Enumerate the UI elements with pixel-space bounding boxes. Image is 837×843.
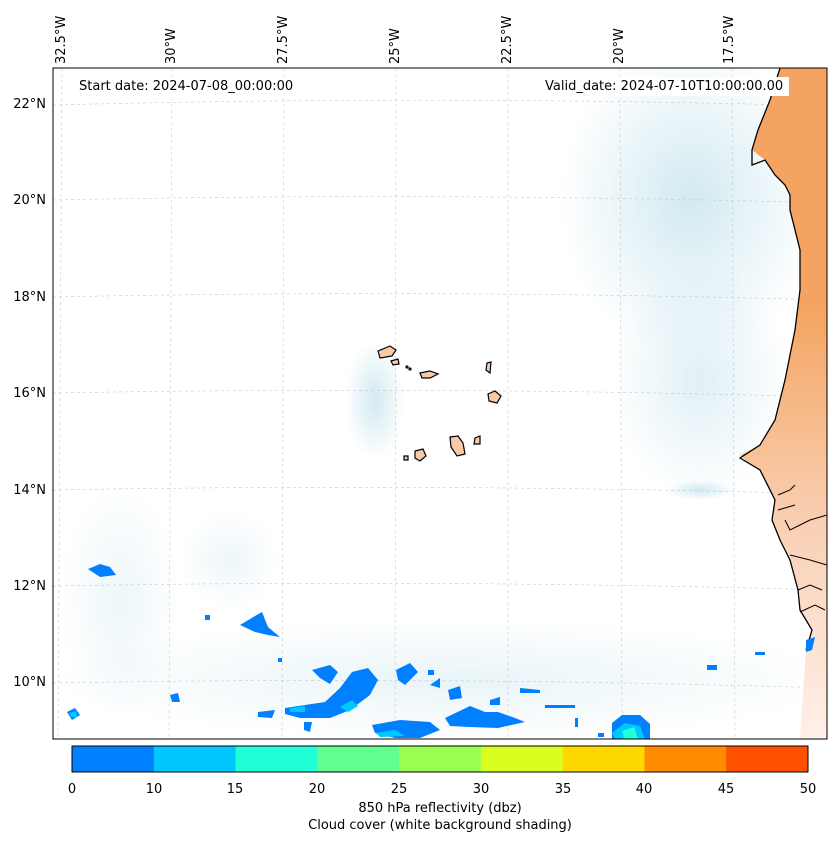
colorbar-label: 850 hPa reflectivity (dbz): [358, 801, 522, 816]
lat-label: 22°N: [13, 97, 46, 112]
colorbar-tick: 40: [635, 782, 653, 797]
colorbar-tick: 35: [554, 782, 572, 797]
lon-label: 27.5°W: [276, 15, 291, 64]
gridlines: [53, 68, 827, 739]
map-frame: [52, 67, 828, 740]
colorbar-segment: [317, 746, 400, 772]
colorbar: [71, 745, 809, 773]
colorbar-segment: [726, 746, 809, 772]
lon-label: 17.5°W: [722, 15, 737, 64]
lon-label: 20°W: [612, 28, 627, 64]
lon-label: 22.5°W: [500, 15, 515, 64]
lon-label: 25°W: [388, 28, 403, 64]
lat-label: 16°N: [13, 386, 46, 401]
lat-label: 20°N: [13, 193, 46, 208]
lat-label: 18°N: [13, 290, 46, 305]
start-date-label: Start date: 2024-07-08_00:00:00: [73, 77, 300, 96]
colorbar-tick: 25: [390, 782, 408, 797]
colorbar-tick: 15: [226, 782, 244, 797]
lat-label: 12°N: [13, 579, 46, 594]
lat-label: 14°N: [13, 483, 46, 498]
border-lines: [777, 484, 827, 613]
colorbar-frame: [71, 745, 809, 773]
lat-label: 10°N: [13, 675, 46, 690]
colorbar-tick: 45: [717, 782, 735, 797]
colorbar-segment: [644, 746, 727, 772]
colorbar-tick: 50: [799, 782, 817, 797]
colorbar-tick: 10: [145, 782, 163, 797]
lon-label: 32.5°W: [54, 15, 69, 64]
africa-land: [740, 68, 827, 739]
colorbar-sublabel: Cloud cover (white background shading): [308, 818, 572, 833]
lon-label: 30°W: [164, 28, 179, 64]
colorbar-tick: 20: [308, 782, 326, 797]
africa-coastline: [738, 68, 813, 651]
reflectivity-layer: [67, 564, 815, 739]
colorbar-segment: [562, 746, 645, 772]
colorbar-segment: [72, 746, 155, 772]
colorbar-tick: 30: [472, 782, 490, 797]
valid-date-label: Valid_date: 2024-07-10T10:00:00.00: [539, 77, 790, 96]
colorbar-tick: 0: [67, 782, 77, 797]
colorbar-segment: [235, 746, 318, 772]
cloud-cover-layer: [53, 68, 827, 739]
cape-verde-islands: [377, 345, 502, 462]
colorbar-segment: [153, 746, 237, 772]
colorbar-segment: [480, 746, 564, 772]
colorbar-segment: [399, 746, 482, 772]
